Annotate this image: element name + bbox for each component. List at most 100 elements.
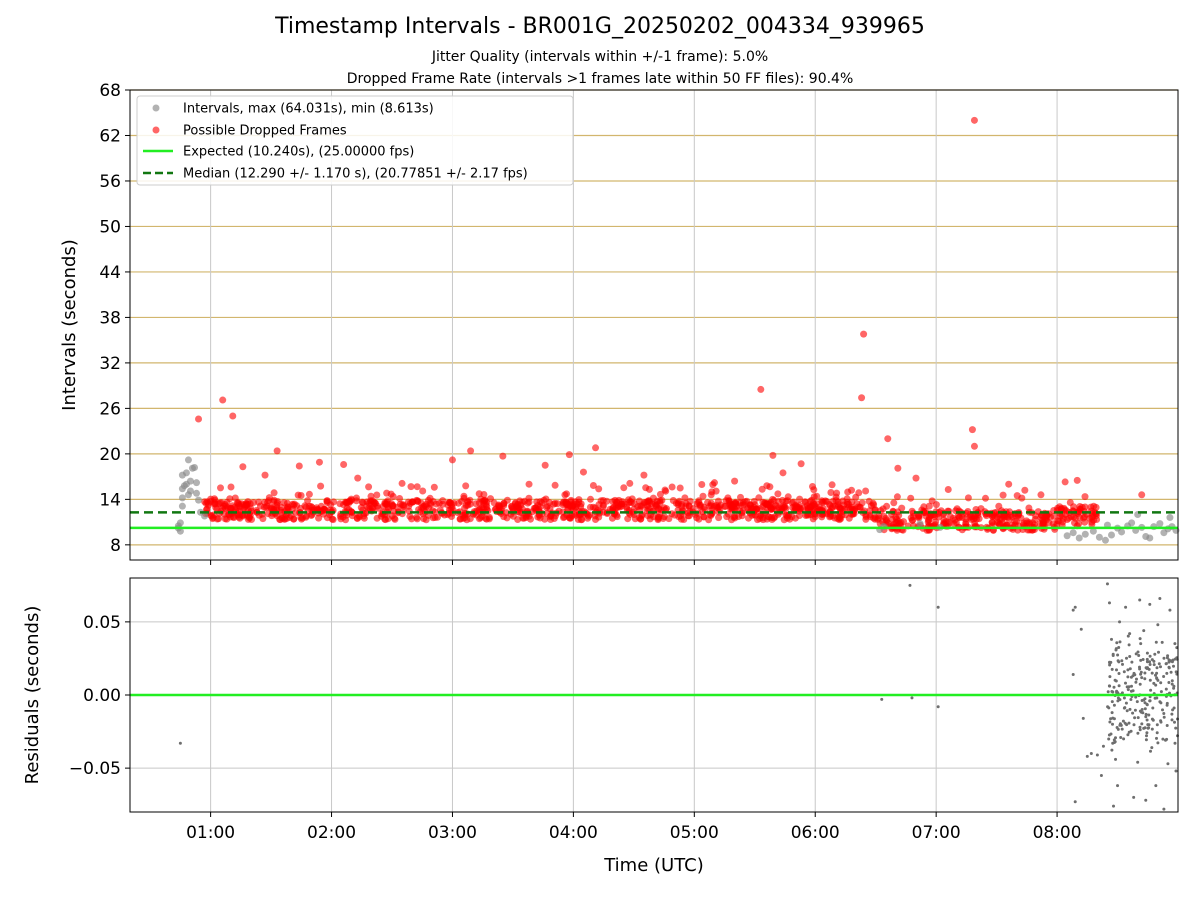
residual-point [1114,757,1118,761]
residual-point [1150,671,1154,675]
residual-point [910,696,914,700]
residual-point [1099,773,1103,777]
dropped-frame-point [860,330,868,338]
dropped-frame-point [676,484,684,492]
residual-point [1145,731,1149,735]
residual-point [1120,659,1124,663]
residual-point [1170,718,1174,722]
residual-point [1169,670,1173,674]
residual-point [1111,652,1115,656]
interval-point [178,502,186,510]
dropped-frame-point [1021,486,1029,494]
dropped-frame-point [663,505,670,513]
dropped-frame-point [563,490,570,498]
dropped-frame-point [373,514,381,522]
interval-point [201,512,209,520]
residual-point [1170,682,1174,686]
dropped-frame-point [924,518,932,526]
residual-point [1172,706,1176,710]
residual-point [1138,598,1142,602]
dropped-frame-point [353,494,360,502]
dropped-frame-point [681,494,689,502]
bottom-ytick-label: 0.00 [83,686,121,706]
dropped-frame-point [1020,519,1028,527]
dropped-frame-point [1031,521,1038,529]
residual-point [1159,665,1162,669]
dropped-frame-point [211,500,218,508]
residual-point [1162,656,1166,660]
bottom-xtick-label: 08:00 [1033,823,1082,843]
residual-point [1081,716,1085,720]
residual-point [1114,648,1118,652]
dropped-frame-point [682,499,690,507]
residual-point [1154,640,1158,644]
bottom-plot: 0.05 0.00 −0.05 01:00 02:00 03:00 04:00 05:00 06… [22,577,1179,876]
dropped-frame-point [855,489,863,497]
residual-point [1164,738,1167,742]
dropped-frame-point [270,489,278,497]
residual-point [1109,732,1113,736]
dropped-frame-point [461,514,469,522]
dropped-frame-point [810,486,818,494]
dropped-frame-point [346,497,354,505]
dropped-frame-point [695,515,703,523]
residual-point [1132,795,1136,799]
dropped-frame-point [774,490,782,498]
dropped-frame-point [446,499,454,507]
residual-point [1119,736,1123,739]
dropped-frame-point [323,497,331,505]
dropped-frame-point [347,508,355,516]
dropped-frame-point [1073,476,1081,484]
residual-point [1148,660,1152,664]
dropped-frame-point [1013,492,1021,500]
residual-point [1162,712,1166,715]
residual-point [1137,654,1141,657]
dropped-frame-point [862,487,870,495]
residual-point [1129,698,1133,701]
residual-point [1113,678,1117,682]
dropped-frame-point [315,458,323,466]
residual-point [1107,601,1111,605]
dropped-frame-point [884,435,892,443]
bottom-xtick-label: 01:00 [186,823,235,843]
residual-point [1159,719,1163,723]
residual-point [1150,727,1154,731]
dropped-frame-point [696,501,704,509]
dropped-frame-point [239,463,247,471]
residual-point [1164,662,1168,666]
dropped-frame-point [572,511,580,519]
residual-point [1128,655,1132,658]
residual-point [1110,690,1114,693]
dropped-frame-point [589,482,597,489]
residual-point [1116,653,1120,657]
dropped-frame-point [342,516,350,524]
residual-point [1161,737,1165,741]
residual-point [1145,660,1149,664]
residual-point [1122,706,1126,710]
bottom-ylabel: Residuals (seconds) [22,606,43,785]
dropped-frame-point [771,513,779,521]
dropped-frame-point [204,501,212,509]
dropped-frame-point [799,504,807,512]
dropped-frame-point [499,452,507,460]
residual-point [1144,715,1148,719]
dropped-frame-point [914,513,922,521]
dropped-frame-point [475,490,483,498]
dropped-frame-point [419,505,427,513]
residual-point [1134,652,1138,656]
residual-point [1159,690,1163,694]
dropped-frame-point [952,519,960,526]
residual-point [1120,691,1124,695]
legend-marker-intervals [152,104,160,112]
residual-point [1135,677,1138,681]
dropped-frame-point [362,509,370,517]
dropped-frame-point [367,492,375,500]
dropped-frame-point [215,515,223,523]
residual-point [1154,784,1158,788]
dropped-frame-point [299,514,306,522]
residual-point [1120,727,1124,731]
dropped-frame-point [592,444,600,452]
dropped-frame-point [1036,520,1044,528]
dropped-frame-point [365,483,373,491]
dropped-frame-point [320,505,328,513]
